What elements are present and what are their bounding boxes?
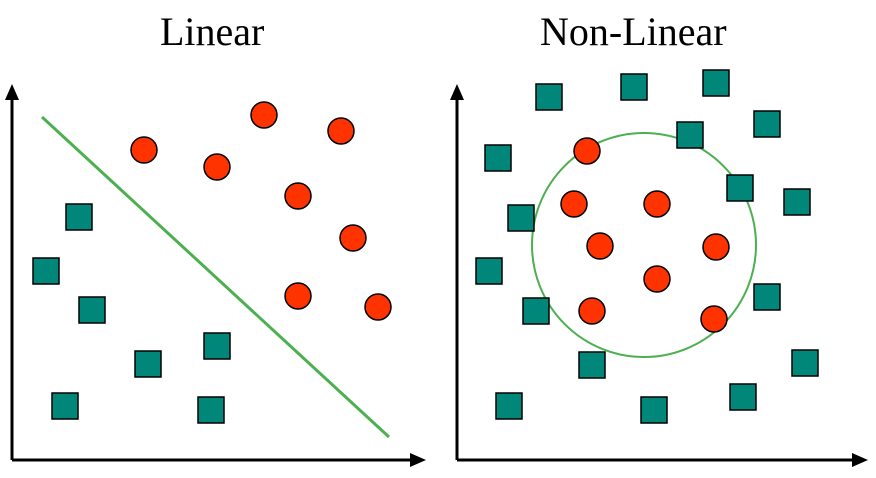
square-point — [535, 83, 563, 111]
circle-point — [203, 153, 231, 181]
circle-point — [643, 265, 671, 293]
circle-point — [578, 297, 606, 325]
square-point — [620, 73, 648, 101]
square-point — [640, 396, 668, 424]
square-point — [134, 350, 162, 378]
square-point — [475, 257, 503, 285]
square-point — [726, 174, 754, 202]
circle-point — [586, 232, 614, 260]
circle-point — [130, 136, 158, 164]
square-point — [578, 351, 606, 379]
nonlinear-decision-boundary — [531, 132, 757, 358]
circle-point — [364, 293, 392, 321]
circle-point — [284, 182, 312, 210]
linear-panel — [5, 84, 426, 467]
circle-point — [250, 101, 278, 129]
square-point — [791, 349, 819, 377]
square-point — [783, 188, 811, 216]
square-point — [484, 144, 512, 172]
square-point — [203, 332, 231, 360]
nonlinear-panel — [450, 69, 868, 467]
nonlinear-y-axis-arrow — [450, 84, 464, 100]
nonlinear-x-axis-arrow — [852, 453, 868, 467]
square-point — [197, 396, 225, 424]
square-point — [676, 121, 704, 149]
square-point — [507, 204, 535, 232]
nonlinear-panel-title: Non-Linear — [540, 9, 727, 54]
nonlinear-points — [475, 69, 819, 424]
circle-point — [284, 282, 312, 310]
circle-point — [702, 233, 730, 261]
square-point — [753, 283, 781, 311]
linear-points — [32, 101, 392, 424]
linear-panel-title: Linear — [160, 9, 265, 54]
circle-point — [327, 117, 355, 145]
square-point — [495, 392, 523, 420]
square-point — [702, 69, 730, 97]
circle-point — [573, 137, 601, 165]
square-point — [522, 297, 550, 325]
square-point — [78, 296, 106, 324]
circle-point — [643, 190, 671, 218]
circle-point — [700, 305, 728, 333]
circle-point — [560, 190, 588, 218]
circle-point — [339, 224, 367, 252]
square-point — [729, 383, 757, 411]
linear-x-axis-arrow — [410, 453, 426, 467]
square-point — [51, 392, 79, 420]
linear-y-axis-arrow — [5, 84, 19, 100]
square-point — [32, 257, 60, 285]
linear-decision-boundary — [40, 115, 391, 439]
square-point — [753, 110, 781, 138]
square-point — [65, 203, 93, 231]
